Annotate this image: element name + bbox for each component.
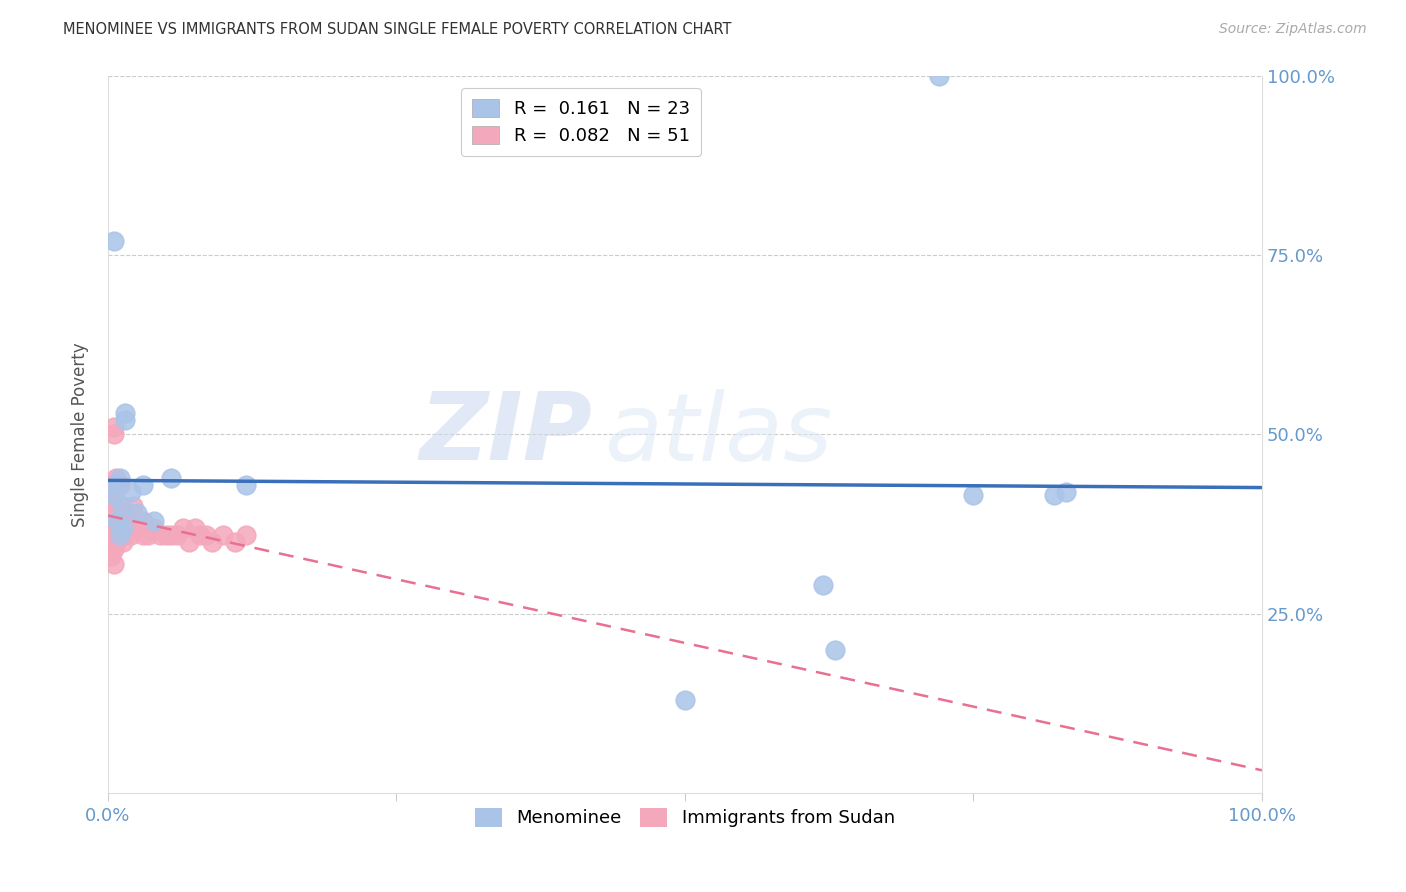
Point [235, 528, 257, 542]
Point [143, 521, 166, 535]
Point [105, 535, 128, 549]
Point [114, 413, 136, 427]
Point [160, 470, 183, 484]
Point [103, 557, 125, 571]
Point [131, 514, 153, 528]
Point [143, 514, 166, 528]
Point [100, 484, 122, 499]
Point [103, 234, 125, 248]
Point [111, 514, 134, 528]
Point [103, 484, 125, 499]
Point [100, 535, 122, 549]
Point [103, 542, 125, 557]
Point [201, 535, 224, 549]
Point [108, 477, 131, 491]
Point [824, 642, 846, 657]
Point [108, 521, 131, 535]
Point [108, 470, 131, 484]
Text: atlas: atlas [605, 389, 832, 480]
Point [105, 514, 128, 528]
Point [224, 535, 246, 549]
Point [108, 528, 131, 542]
Point [928, 69, 950, 83]
Point [962, 488, 984, 502]
Point [103, 427, 125, 442]
Point [100, 477, 122, 491]
Point [138, 528, 160, 542]
Point [111, 521, 134, 535]
Point [100, 521, 122, 535]
Point [120, 514, 142, 528]
Point [111, 500, 134, 514]
Point [813, 578, 835, 592]
Legend: Menominee, Immigrants from Sudan: Menominee, Immigrants from Sudan [468, 801, 901, 835]
Text: ZIP: ZIP [420, 388, 593, 481]
Text: Source: ZipAtlas.com: Source: ZipAtlas.com [1219, 22, 1367, 37]
Point [673, 693, 696, 707]
Point [120, 528, 142, 542]
Point [183, 521, 205, 535]
Point [120, 484, 142, 499]
Point [1043, 488, 1066, 502]
Text: MENOMINEE VS IMMIGRANTS FROM SUDAN SINGLE FEMALE POVERTY CORRELATION CHART: MENOMINEE VS IMMIGRANTS FROM SUDAN SINGL… [63, 22, 731, 37]
Point [103, 521, 125, 535]
Point [177, 535, 200, 549]
Point [114, 528, 136, 542]
Point [235, 477, 257, 491]
Point [131, 528, 153, 542]
Point [166, 528, 188, 542]
Point [100, 549, 122, 564]
Point [111, 528, 134, 542]
Point [105, 477, 128, 491]
Point [105, 528, 128, 542]
Point [122, 500, 145, 514]
Point [100, 514, 122, 528]
Point [100, 500, 122, 514]
Point [212, 528, 235, 542]
Point [103, 507, 125, 521]
Point [108, 514, 131, 528]
Point [160, 528, 183, 542]
Point [125, 521, 148, 535]
Point [172, 521, 194, 535]
Point [118, 521, 141, 535]
Point [155, 528, 177, 542]
Point [103, 420, 125, 434]
Point [125, 507, 148, 521]
Point [105, 470, 128, 484]
Y-axis label: Single Female Poverty: Single Female Poverty [72, 343, 89, 527]
Point [149, 528, 172, 542]
Point [100, 528, 122, 542]
Point [131, 477, 153, 491]
Point [105, 500, 128, 514]
Point [103, 488, 125, 502]
Point [114, 507, 136, 521]
Point [195, 528, 218, 542]
Point [111, 535, 134, 549]
Point [1054, 484, 1077, 499]
Point [105, 514, 128, 528]
Point [188, 528, 211, 542]
Point [114, 406, 136, 420]
Point [108, 528, 131, 542]
